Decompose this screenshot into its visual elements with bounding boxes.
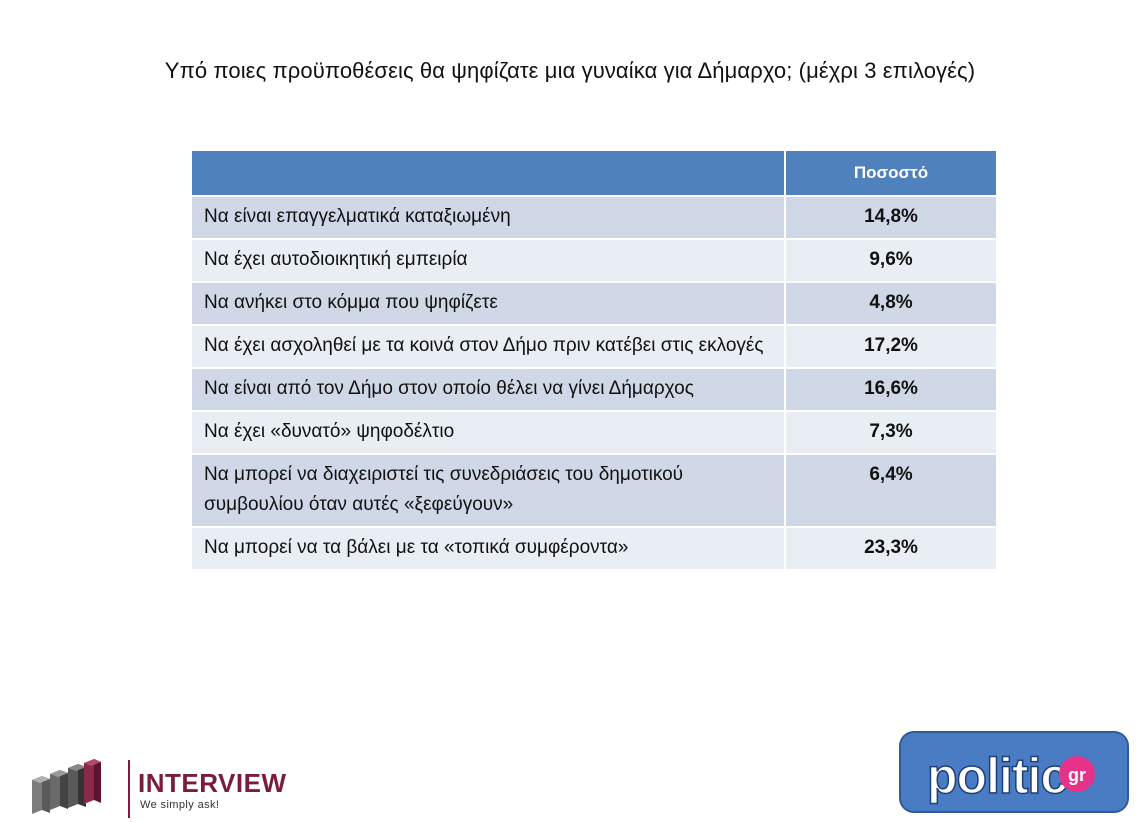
row-value: 6,4% [784,453,998,528]
politic-logo-suffix: gr [1068,765,1086,785]
row-label: Να έχει αυτοδιοικητική εμπειρία [190,238,786,283]
row-value: 4,8% [784,281,998,326]
row-value: 17,2% [784,324,998,369]
table-row: Να έχει «δυνατό» ψηφοδέλτιο 7,3% [190,410,998,455]
politic-logo: politic gr [899,731,1129,813]
page-title: Υπό ποιες προϋποθέσεις θα ψηφίζατε μια γ… [164,58,976,83]
row-label: Να έχει ασχοληθεί με τα κοινά στον Δήμο … [190,324,786,369]
row-label: Να έχει «δυνατό» ψηφοδέλτιο [190,410,786,455]
row-value: 7,3% [784,410,998,455]
row-label: Να μπορεί να διαχειριστεί τις συνεδριάσε… [190,453,786,528]
results-table: Ποσοστό Να είναι επαγγελματικά καταξιωμέ… [190,149,998,571]
row-value: 9,6% [784,238,998,283]
row-value: 16,6% [784,367,998,412]
table-row: Να είναι από τον Δήμο στον οποίο θέλει ν… [190,367,998,412]
row-label: Να είναι από τον Δήμο στον οποίο θέλει ν… [190,367,786,412]
header-label-cell [190,149,786,197]
gr-badge-icon [1059,756,1095,792]
row-label: Να ανήκει στο κόμμα που ψηφίζετε [190,281,786,326]
row-label: Να είναι επαγγελματικά καταξιωμένη [190,195,786,240]
interview-logo: INTERVIEW We simply ask! [30,758,290,818]
table-row: Να έχει ασχοληθεί με τα κοινά στον Δήμο … [190,324,998,369]
header-value-cell: Ποσοστό [784,149,998,197]
row-value: 14,8% [784,195,998,240]
row-label: Να μπορεί να τα βάλει με τα «τοπικά συμφ… [190,526,786,571]
logo-divider [128,760,130,818]
bar-blocks-logo-icon [32,759,101,814]
interview-brand-text: INTERVIEW [138,768,287,798]
table-row: Να μπορεί να διαχειριστεί τις συνεδριάσε… [190,453,998,528]
table-row: Να είναι επαγγελματικά καταξιωμένη 14,8% [190,195,998,240]
interview-tagline: We simply ask! [140,799,220,811]
table-row: Να μπορεί να τα βάλει με τα «τοπικά συμφ… [190,526,998,571]
politic-logo-text: politic [927,748,1067,804]
table-row: Να ανήκει στο κόμμα που ψηφίζετε 4,8% [190,281,998,326]
row-value: 23,3% [784,526,998,571]
table-header-row: Ποσοστό [190,149,998,197]
table-row: Να έχει αυτοδιοικητική εμπειρία 9,6% [190,238,998,283]
